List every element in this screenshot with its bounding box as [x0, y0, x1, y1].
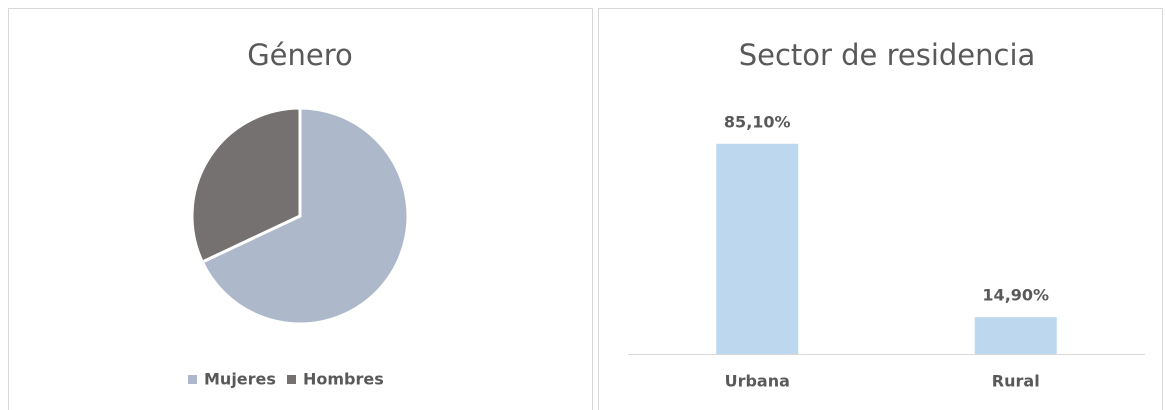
pie-slice	[200, 106, 410, 326]
chart-title: Género	[247, 38, 353, 72]
legend-label: Mujeres	[204, 370, 276, 389]
data-label: 14,90%	[982, 286, 1049, 305]
legend-swatch	[188, 375, 197, 384]
x-tick-label: Rural	[992, 372, 1040, 391]
x-tick-label: Urbana	[725, 372, 790, 391]
legend-label: Hombres	[303, 370, 384, 389]
bar	[974, 317, 1057, 354]
legend-swatch	[287, 375, 296, 384]
chart-title: Sector de residencia	[739, 38, 1036, 72]
panel	[598, 8, 1163, 410]
data-label: 85,10%	[724, 112, 791, 131]
bar	[716, 143, 799, 354]
pie-slice	[190, 106, 302, 264]
